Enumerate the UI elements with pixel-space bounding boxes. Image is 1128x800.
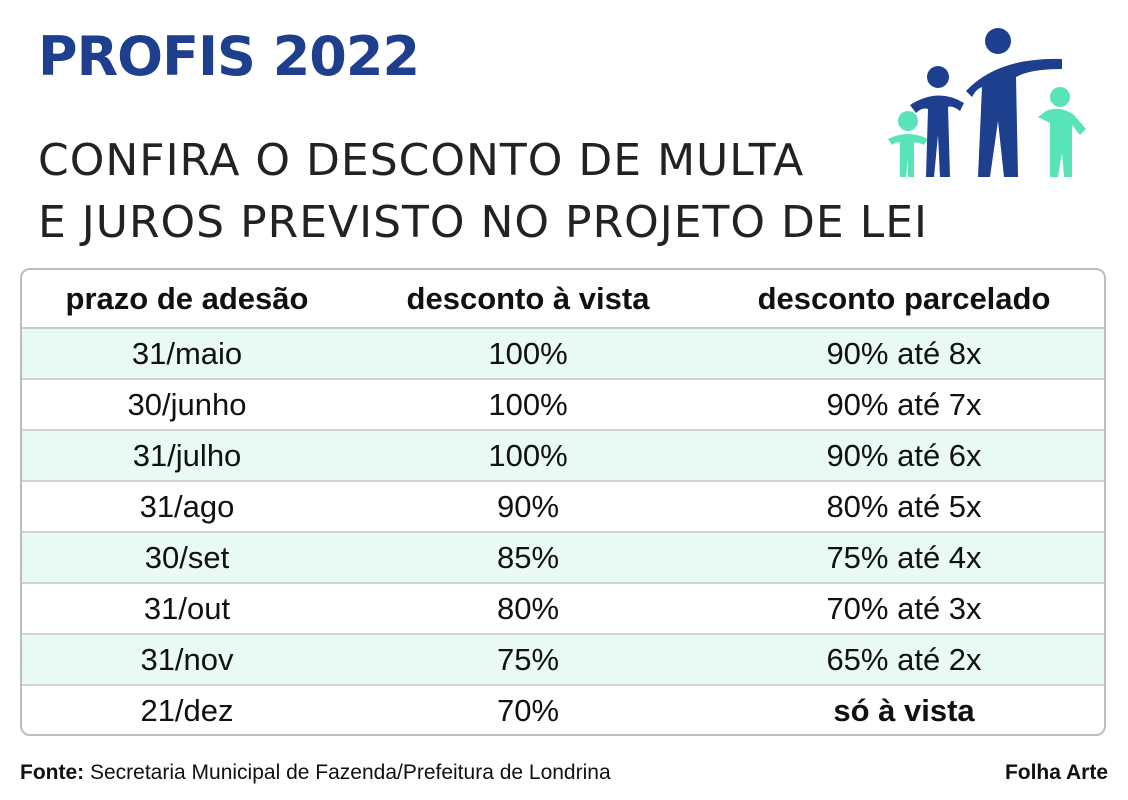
header-prazo: prazo de adesão	[22, 270, 352, 329]
cell-prazo: 31/out	[22, 583, 352, 635]
cell-vista: 100%	[352, 379, 704, 431]
cell-parcelado: 70% até 3x	[704, 583, 1104, 635]
cell-parcelado: 75% até 4x	[704, 532, 1104, 584]
cell-prazo: 31/maio	[22, 328, 352, 380]
cell-parcelado: 90% até 7x	[704, 379, 1104, 431]
table-row: 31/nov 75% 65% até 2x	[22, 634, 1104, 686]
cell-vista: 85%	[352, 532, 704, 584]
credit: Folha Arte	[1004, 761, 1108, 784]
table-row: 31/ago 90% 80% até 5x	[22, 481, 1104, 533]
cell-vista: 75%	[352, 634, 704, 686]
family-people-icon	[888, 28, 1086, 178]
page-title: PROFIS 2022	[38, 25, 420, 88]
table-header-row: prazo de adesão desconto à vista descont…	[22, 270, 1104, 329]
cell-parcelado: 90% até 6x	[704, 430, 1104, 482]
cell-prazo: 21/dez	[140, 692, 234, 728]
table-row: 31/maio 100% 90% até 8x	[22, 328, 1104, 380]
page-subtitle: CONFIRA O DESCONTO DE MULTA E JUROS PREV…	[38, 130, 929, 254]
cell-parcelado: 65% até 2x	[704, 634, 1104, 686]
table-row: 31/out 80% 70% até 3x	[22, 583, 1104, 635]
source-text: Secretaria Municipal de Fazenda/Prefeitu…	[84, 761, 611, 784]
cell-prazo: 30/junho	[22, 379, 352, 431]
table-row: 31/julho 100% 90% até 6x	[22, 430, 1104, 482]
table-row: 21/dez 70% só à vista	[22, 685, 1104, 734]
cell-vista: 70%	[496, 692, 560, 728]
source-label: Fonte:	[20, 761, 85, 784]
header-desconto-parcelado: desconto parcelado	[704, 270, 1104, 329]
header-desconto-vista: desconto à vista	[352, 270, 704, 329]
discount-table-container: prazo de adesão desconto à vista descont…	[20, 268, 1106, 736]
subtitle-line-1: CONFIRA O DESCONTO DE MULTA	[38, 135, 805, 186]
cell-vista: 100%	[352, 430, 704, 482]
table-row: 30/set 85% 75% até 4x	[22, 532, 1104, 584]
cell-prazo: 31/nov	[22, 634, 352, 686]
cell-prazo: 30/set	[22, 532, 352, 584]
cell-vista: 100%	[352, 328, 704, 380]
cell-vista: 90%	[352, 481, 704, 533]
discount-table: prazo de adesão desconto à vista descont…	[22, 270, 1104, 734]
cell-parcelado: só à vista	[833, 692, 975, 728]
cell-vista: 80%	[352, 583, 704, 635]
cell-prazo: 31/julho	[22, 430, 352, 482]
subtitle-line-2: E JUROS PREVISTO NO PROJETO DE LEI	[38, 197, 929, 248]
table-row: 30/junho 100% 90% até 7x	[22, 379, 1104, 431]
footer: Fonte: Secretaria Municipal de Fazenda/P…	[20, 761, 1108, 785]
cell-parcelado: 80% até 5x	[704, 481, 1104, 533]
cell-parcelado: 90% até 8x	[704, 328, 1104, 380]
cell-prazo: 31/ago	[22, 481, 352, 533]
